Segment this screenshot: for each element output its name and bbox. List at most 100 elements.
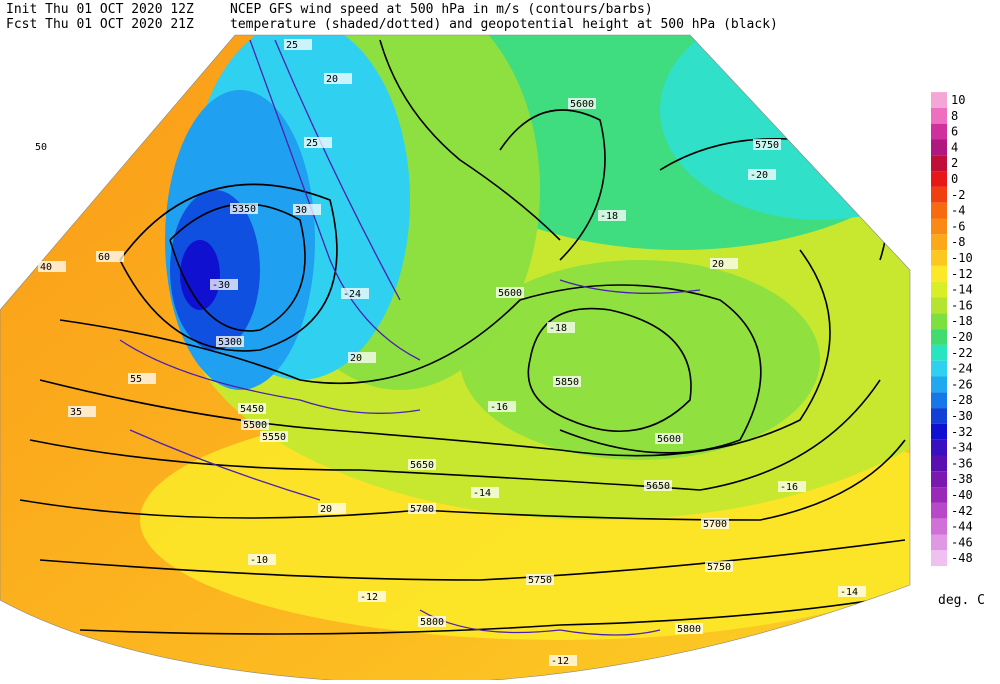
- colorbar-swatch: [931, 139, 947, 156]
- map-label-bg: [418, 616, 446, 627]
- map-label: -24: [343, 289, 361, 300]
- colorbar-label: -26: [951, 377, 973, 391]
- map-label-bg: [553, 376, 581, 387]
- map-label: 5600: [498, 288, 522, 299]
- map-label-bg: [318, 503, 346, 514]
- colorbar-label: 10: [951, 93, 965, 107]
- map-label: 5650: [410, 460, 434, 471]
- colorbar-swatch: [931, 392, 947, 409]
- map-label-bg: [701, 518, 729, 529]
- colorbar-label: -42: [951, 504, 973, 518]
- map-labels: 5350530054505500555056005650570057505800…: [33, 39, 866, 667]
- map-label: -30: [212, 280, 230, 291]
- map-label: 5750: [755, 140, 779, 151]
- map-label-bg: [655, 433, 683, 444]
- map-label: -20: [750, 170, 768, 181]
- map-label-bg: [748, 169, 776, 180]
- init-line: Init Thu 01 OCT 2020 12Z: [6, 2, 194, 17]
- map-label: 20: [712, 259, 724, 270]
- colorbar-swatch: [931, 344, 947, 361]
- map-label-bg: [408, 459, 436, 470]
- map-label-bg: [753, 139, 781, 150]
- map-label: 5500: [243, 420, 267, 431]
- map-label-bg: [324, 73, 352, 84]
- colorbar-unit: deg. C: [938, 593, 985, 608]
- map-label-bg: [230, 203, 258, 214]
- map-label-bg: [248, 554, 276, 565]
- colorbar-swatch: [931, 408, 947, 424]
- map-label-bg: [33, 141, 61, 152]
- map-label: -18: [600, 211, 618, 222]
- colorbar-label: -22: [951, 346, 973, 360]
- colorbar-label: -6: [951, 219, 965, 233]
- colorbar-swatch: [931, 329, 947, 345]
- map-label: -12: [360, 592, 378, 603]
- colorbar-label: -40: [951, 488, 973, 502]
- map-label-bg: [547, 322, 575, 333]
- colorbar-swatch: [931, 107, 947, 124]
- colorbar-label: 6: [951, 125, 958, 139]
- colorbar-label: -2: [951, 188, 965, 202]
- colorbar-label: -12: [951, 267, 973, 281]
- map-label: 5450: [240, 404, 264, 415]
- map-label: 5700: [703, 519, 727, 530]
- map-label-bg: [705, 561, 733, 572]
- map-label-bg: [496, 287, 524, 298]
- map-label: 55: [130, 374, 142, 385]
- colorbar-label: -36: [951, 456, 973, 470]
- map-label-bg: [408, 503, 436, 514]
- colorbar-swatch: [931, 297, 947, 314]
- colorbar-swatch: [931, 313, 947, 330]
- map-label: 50: [35, 142, 47, 153]
- map-label: 5300: [218, 337, 242, 348]
- map-label: 5800: [420, 617, 444, 628]
- map-label-bg: [341, 288, 369, 299]
- map-label-bg: [38, 261, 66, 272]
- map-label: -14: [473, 488, 491, 499]
- colorbar-swatch: [931, 171, 947, 187]
- map-label-bg: [358, 591, 386, 602]
- map-label: 5600: [570, 99, 594, 110]
- colorbar-swatch: [931, 265, 947, 282]
- colorbar-swatch: [931, 439, 947, 456]
- colorbar-swatch: [931, 518, 947, 535]
- colorbar-label: -32: [951, 425, 973, 439]
- map-label-bg: [284, 39, 312, 50]
- map-label: 5650: [646, 481, 670, 492]
- map-label: 25: [286, 40, 298, 51]
- colorbar-swatch: [931, 487, 947, 503]
- colorbar-label: -24: [951, 362, 973, 376]
- map-label: 5850: [555, 377, 579, 388]
- colorbar-label: -44: [951, 520, 973, 534]
- map-label-bg: [488, 401, 516, 412]
- map-label-bg: [96, 251, 124, 262]
- map-label-bg: [348, 352, 376, 363]
- colorbar-swatch: [931, 360, 947, 377]
- colorbar-swatch: [931, 550, 947, 567]
- colorbar-label: -4: [951, 204, 965, 218]
- map-label-bg: [526, 574, 554, 585]
- colorbar-swatch: [931, 123, 947, 140]
- map-label-bg: [598, 210, 626, 221]
- title-line: temperature (shaded/dotted) and geopoten…: [230, 17, 778, 32]
- colorbar-label: 8: [951, 109, 958, 123]
- map-label-bg: [471, 487, 499, 498]
- colorbar-label: 4: [951, 140, 958, 154]
- map-label-bg: [260, 431, 288, 442]
- colorbar-label: -18: [951, 314, 973, 328]
- map-label-bg: [838, 586, 866, 597]
- colorbar-swatch: [931, 92, 947, 108]
- map-label-bg: [216, 336, 244, 347]
- map-label: -14: [840, 587, 858, 598]
- colorbar-label: -38: [951, 472, 973, 486]
- colorbar-label: -30: [951, 409, 973, 423]
- map-label: 40: [40, 262, 52, 273]
- colorbar-swatch: [931, 502, 947, 519]
- map-label: -18: [549, 323, 567, 334]
- map-label-bg: [549, 655, 577, 666]
- map-label: 5750: [528, 575, 552, 586]
- colorbar-label: -46: [951, 535, 973, 549]
- map-label: -12: [551, 656, 569, 667]
